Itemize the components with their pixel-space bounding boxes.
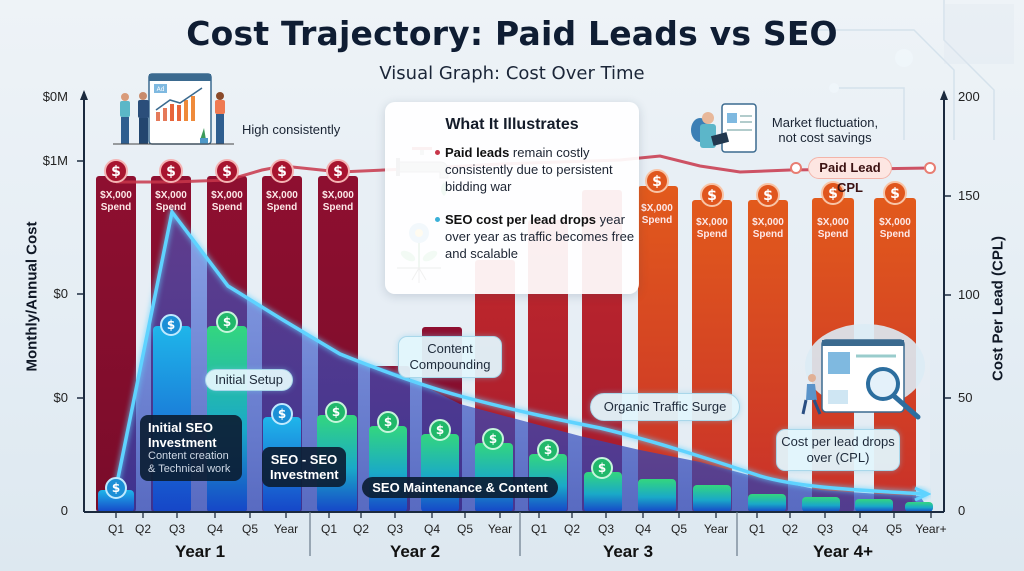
y-left-tick: $0 [53, 390, 68, 405]
y-right-axis-title: Cost Per Lead (CPL) [989, 235, 1007, 382]
spend-label: $X,000 Spend [322, 190, 354, 213]
svg-text:$: $ [277, 164, 287, 180]
svg-text:$: $ [436, 423, 444, 437]
y-right-tick: 50 [958, 390, 973, 405]
x-tick-label: Q3 [816, 522, 833, 536]
x-tick-label: Year [703, 522, 729, 536]
arrow-right-icon [914, 486, 932, 502]
label-cpl-drops: Cost per lead drops over (CPL) [776, 429, 900, 471]
x-tick-label: Q4 [423, 522, 440, 536]
x-tick-label: Q3 [597, 522, 614, 536]
y-right-tick: 0 [958, 503, 966, 518]
x-tick-label: Q5 [241, 522, 258, 536]
svg-text:$: $ [707, 188, 717, 204]
spend-label: $X,000 Spend [266, 190, 298, 213]
x-group-label: Year 4+ [812, 542, 874, 561]
svg-text:$: $ [384, 415, 392, 429]
spend-label: $X,000 Spend [100, 190, 132, 213]
label-initial-seo-investment: Initial SEO Investment Content creation … [140, 415, 242, 481]
bullet-red [435, 150, 440, 155]
spend-label: $X,000 Spend [641, 203, 673, 226]
chart-subtitle: Visual Graph: Cost Over Time [379, 63, 645, 84]
x-group-label: Year 2 [389, 542, 441, 561]
y-left-tick: $1M [42, 153, 68, 168]
seo-cpl-line [114, 207, 926, 496]
seo-search-illustration [801, 324, 925, 420]
svg-text:$: $ [544, 443, 552, 457]
svg-text:$: $ [278, 407, 286, 421]
analyst-illustration [691, 103, 757, 153]
dollar-badges-paid: $ $ $ $ $ $ $ $ $ $ [104, 159, 907, 207]
label-content-compounding: Content Compounding [398, 336, 502, 378]
x-group-label: Year 3 [602, 542, 654, 561]
label-organic-traffic-surge: Organic Traffic Surge [590, 393, 740, 421]
x-tick-label: Year [273, 522, 299, 536]
x-tick-label: Q3 [386, 522, 403, 536]
spend-label: $X,000 Spend [211, 190, 243, 213]
svg-text:$: $ [489, 432, 497, 446]
x-tick-label: Q5 [456, 522, 473, 536]
paid-lead-cpl-label: Paid Lead CPL [808, 157, 892, 195]
label-seo-maintenance: SEO Maintenance & Content [362, 477, 558, 498]
y-right-tick: 150 [958, 188, 980, 203]
note-high-consistently: High consistently [242, 122, 341, 137]
x-tick-label: Q2 [781, 522, 798, 536]
y-left-tick: 0 [60, 503, 68, 518]
spend-label: $X,000 Spend [752, 217, 784, 240]
svg-text:$: $ [890, 186, 900, 202]
circuit-decoration [810, 0, 1014, 140]
x-tick-label: Q2 [134, 522, 151, 536]
chart-title: Cost Trajectory: Paid Leads vs SEO [186, 14, 838, 53]
card-title: What It Illustrates [445, 116, 579, 133]
spend-label: $X,000 Spend [155, 190, 187, 213]
x-tick-label: Q1 [530, 522, 547, 536]
svg-text:$: $ [763, 188, 773, 204]
svg-text:$: $ [652, 174, 662, 190]
svg-text:$: $ [333, 164, 343, 180]
y-left-axis-title: Monthly/Annual Cost [23, 221, 41, 372]
x-tick-label: Q1 [320, 522, 337, 536]
x-tick-label: Q3 [168, 522, 185, 536]
svg-text:$: $ [222, 164, 232, 180]
spend-label: $X,000 Spend [879, 217, 911, 240]
svg-text:$: $ [332, 405, 340, 419]
x-tick-label: Q4 [851, 522, 868, 536]
svg-text:$: $ [167, 318, 175, 332]
card-item-paid: Paid leads remain costly consistently du… [435, 144, 635, 195]
card-item-seo: SEO cost per lead drops year over year a… [435, 211, 635, 262]
team-presentation-illustration: Ad [113, 73, 234, 145]
spend-label: $X,000 Spend [696, 217, 728, 240]
x-group-label: Year 1 [174, 542, 226, 561]
x-tick-label: Q4 [206, 522, 223, 536]
y-left-tick: $0 [53, 286, 68, 301]
x-tick-label: Q5 [885, 522, 902, 536]
label-seo-investment: SEO - SEO Investment [262, 447, 346, 487]
label-initial-setup: Initial Setup [205, 369, 293, 391]
dollar-badges-seo: $ $ $ $ $ $ $ $ $ $ [105, 311, 613, 499]
x-tick-label: Year+ [915, 522, 947, 536]
y-right-tick: 100 [958, 287, 980, 302]
seo-cpl-area [96, 212, 930, 512]
x-tick-label: Q4 [634, 522, 651, 536]
what-it-illustrates-card: What It Illustrates Paid leads remain co… [385, 102, 639, 294]
svg-text:$: $ [166, 164, 176, 180]
note-market-fluctuation: Market fluctuation, not cost savings [771, 115, 879, 145]
svg-text:$: $ [598, 461, 606, 475]
spend-label: $X,000 Spend [817, 217, 849, 240]
axes [83, 92, 945, 513]
x-tick-label: Q2 [563, 522, 580, 536]
svg-text:$: $ [112, 481, 120, 495]
x-tick-label: Year [487, 522, 513, 536]
x-tick-label: Q1 [107, 522, 124, 536]
x-tick-label: Q1 [748, 522, 765, 536]
x-tick-label: Q5 [670, 522, 687, 536]
svg-text:$: $ [828, 186, 838, 202]
svg-text:$: $ [223, 315, 231, 329]
bullet-blue [435, 217, 440, 222]
y-left-tick: $0M [42, 89, 68, 104]
x-tick-label: Q2 [352, 522, 369, 536]
svg-text:Ad: Ad [157, 86, 165, 93]
y-right-tick: 200 [958, 89, 980, 104]
svg-text:$: $ [111, 164, 121, 180]
